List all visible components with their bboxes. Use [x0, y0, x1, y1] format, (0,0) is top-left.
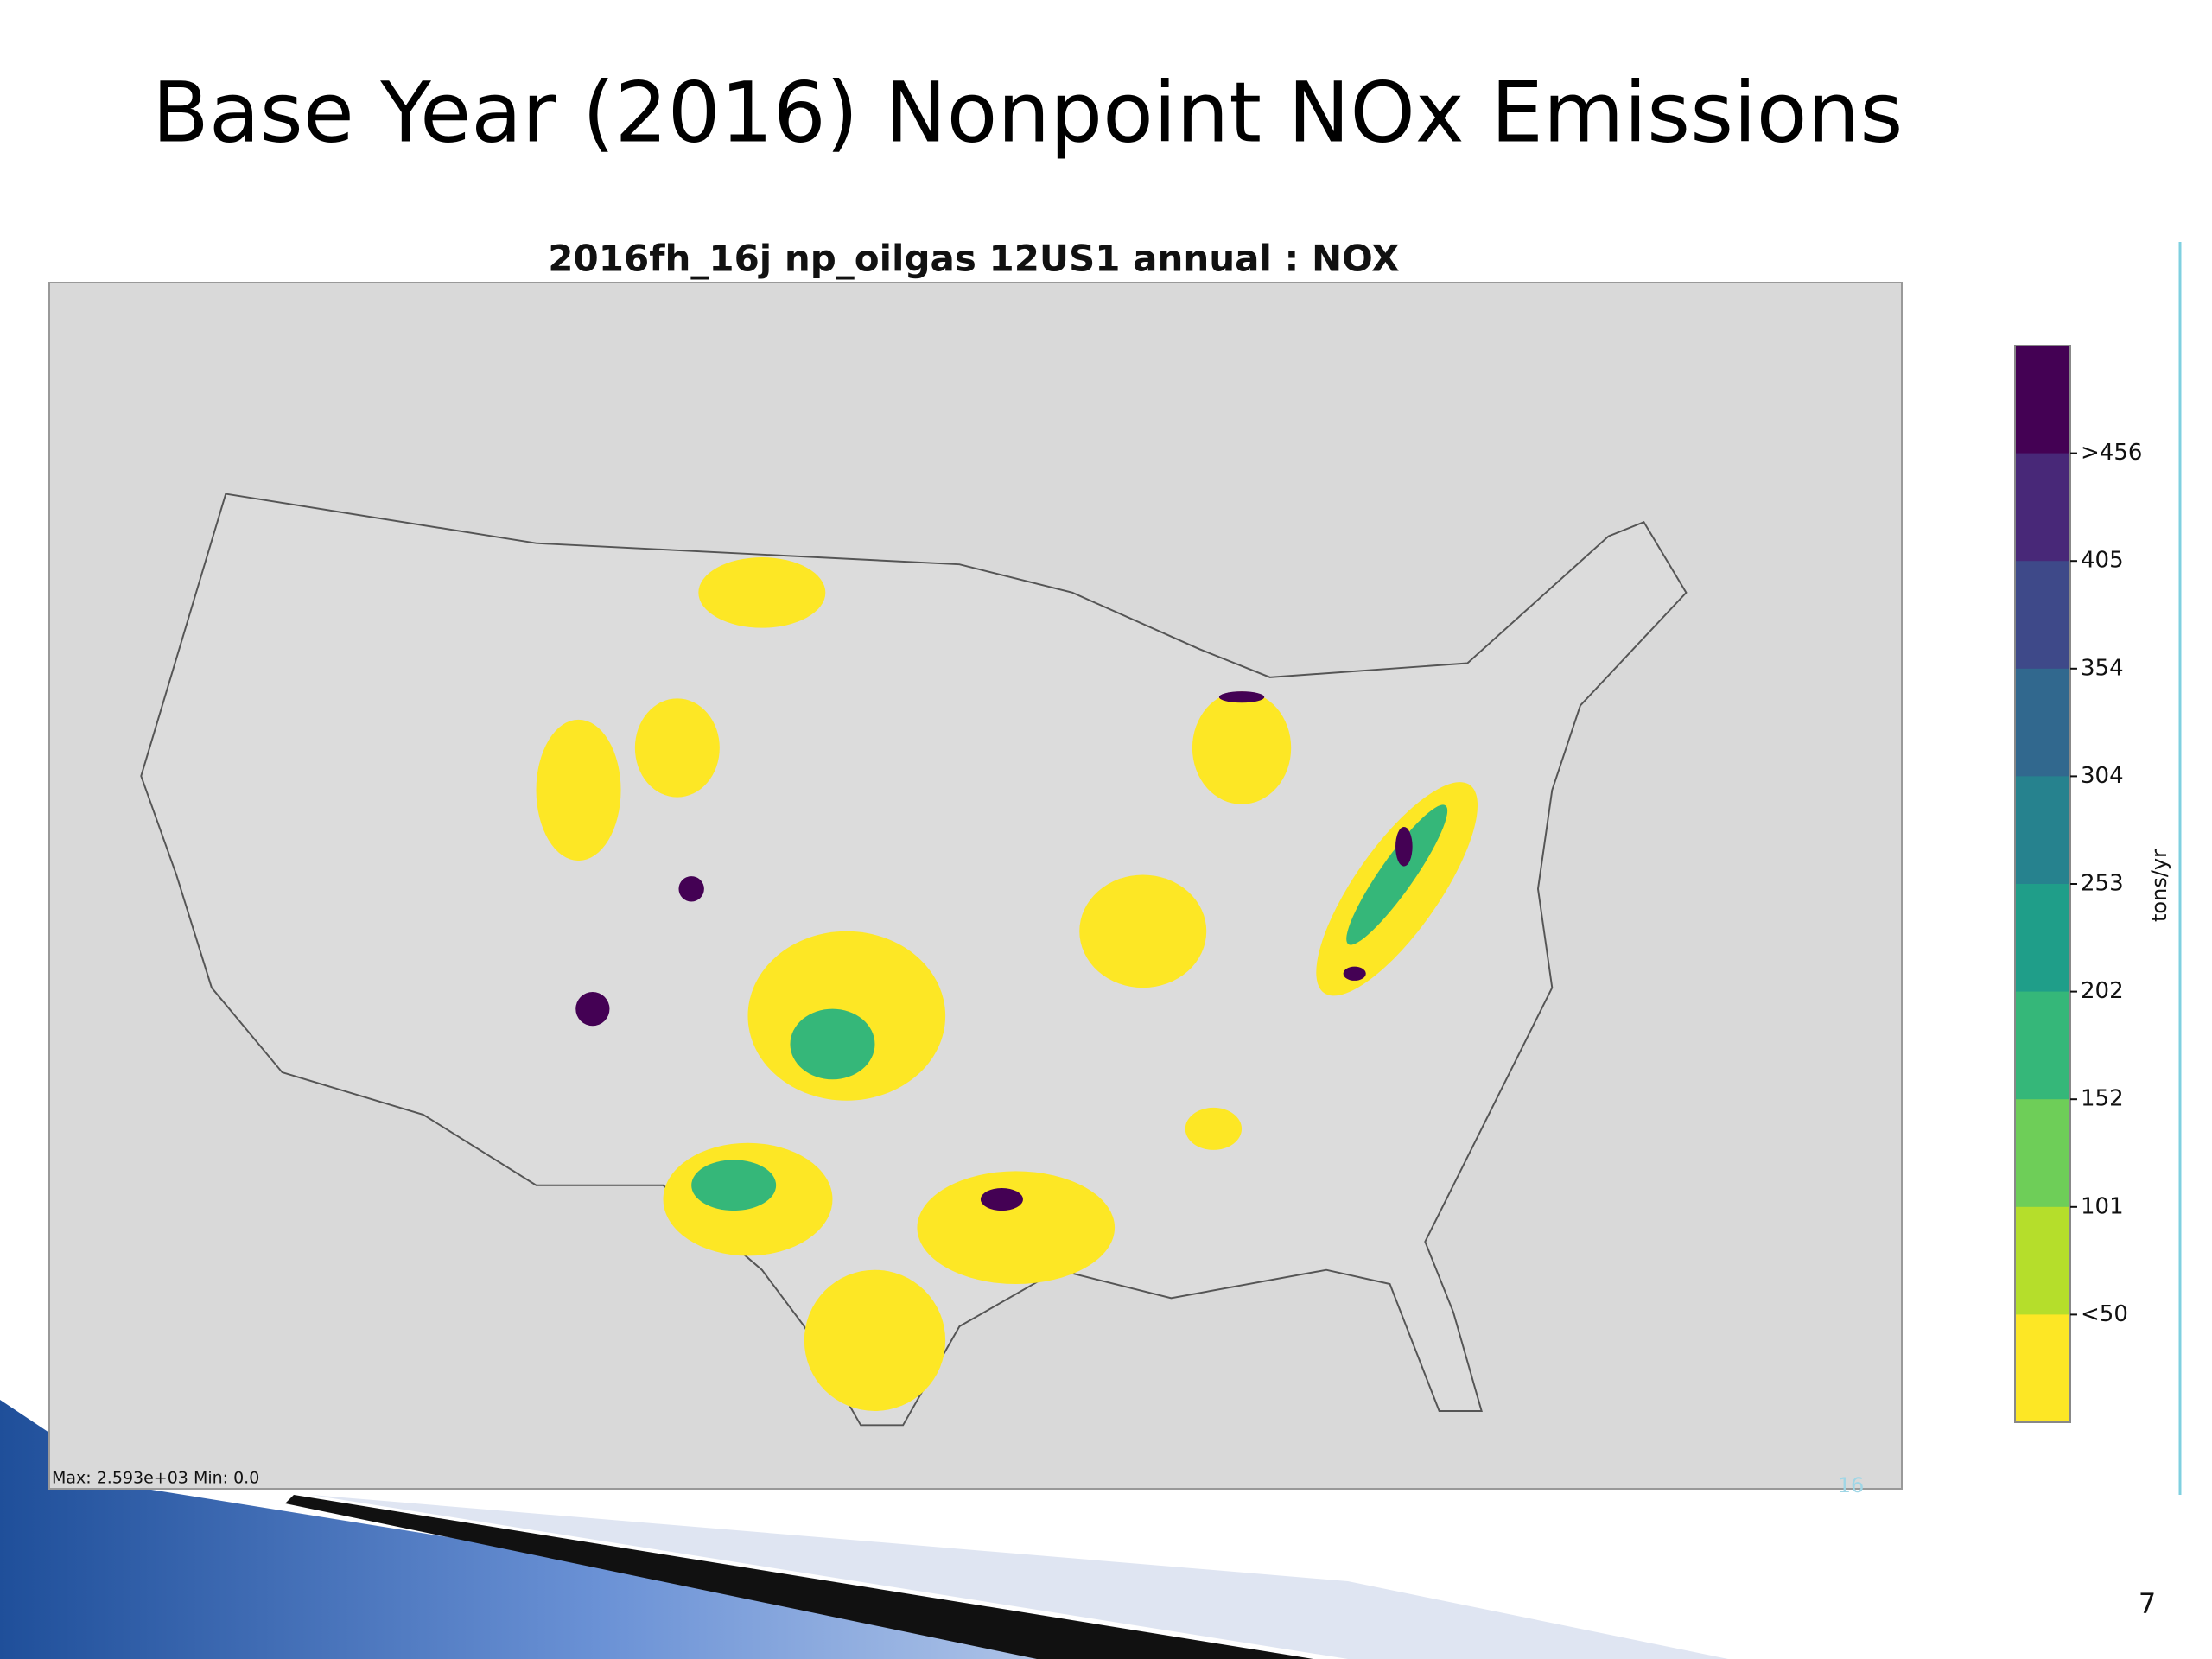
us-map — [140, 493, 1688, 1427]
colorbar-tick-label: 253 — [2081, 871, 2124, 897]
colorbar-title: tons/yr — [2147, 849, 2171, 922]
colorbar-bin — [2015, 1314, 2070, 1423]
colorbar-tick-label: >456 — [2081, 440, 2142, 466]
colorbar-tick-label: 304 — [2081, 763, 2124, 789]
colorbar-tick-label: 405 — [2081, 548, 2124, 574]
page-number: 7 — [2139, 1587, 2156, 1620]
colorbar-tick-label: <50 — [2081, 1301, 2128, 1327]
emission-high — [575, 691, 1413, 1211]
colorbar-bin — [2015, 1099, 2070, 1208]
colorbar-bin — [2015, 884, 2070, 993]
colorbar-tick-label: 101 — [2081, 1193, 2124, 1219]
colorbar-tick-label: 354 — [2081, 655, 2124, 681]
swoosh-light — [311, 1495, 1728, 1659]
swoosh-line — [285, 1495, 1313, 1659]
colorbar-bin — [2015, 346, 2070, 454]
colorbar-bin — [2015, 453, 2070, 562]
colorbar-bin — [2015, 561, 2070, 670]
colorbar-tick-label: 152 — [2081, 1086, 2124, 1112]
colorbar: >456 405 354 304 253 202 152 101 <50 — [2014, 345, 2142, 1423]
emission-areas — [536, 557, 1478, 1411]
colorbar-bin — [2015, 776, 2070, 885]
swoosh — [0, 1400, 1210, 1659]
slide-title: Base Year (2016) Nonpoint NOx Emissions — [152, 64, 1903, 161]
map-footnote: Max: 2.593e+03 Min: 0.0 — [52, 1469, 259, 1488]
watermark: 16 — [1838, 1473, 1865, 1497]
colorbar-bin — [2015, 1206, 2070, 1315]
map-title: 2016fh_16j np_oilgas 12US1 annual : NOX — [548, 238, 1399, 280]
colorbar-bin — [2015, 991, 2070, 1100]
colorbar-bin — [2015, 668, 2070, 777]
colorbar-tick-label: 202 — [2081, 978, 2124, 1004]
emission-mid — [691, 804, 1448, 1211]
